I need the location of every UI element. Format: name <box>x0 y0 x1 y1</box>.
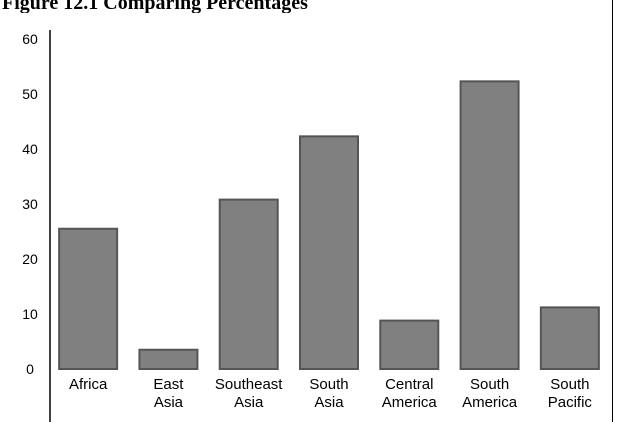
y-tick-label: 10 <box>22 306 38 322</box>
bar-south-asia <box>299 135 359 370</box>
y-tick-label: 0 <box>26 361 34 377</box>
y-tick-label: 50 <box>22 86 38 102</box>
frame-border <box>612 0 613 422</box>
y-tick-label: 30 <box>22 196 38 212</box>
category-label: South <box>309 376 348 393</box>
y-tick-label: 20 <box>22 251 38 267</box>
category-label: Asia <box>154 394 184 411</box>
category-label: Southeast <box>215 376 283 393</box>
bar-south-pacific <box>539 306 600 370</box>
category-label: Africa <box>69 376 108 393</box>
category-label: America <box>382 394 438 411</box>
bar-southeast-asia <box>218 198 279 370</box>
category-label: South <box>550 376 589 393</box>
bar-central-america <box>379 319 440 371</box>
bar-east-asia <box>138 348 199 370</box>
figure-title: Figure 12.1 Comparing Percentages <box>2 0 308 14</box>
bar-africa <box>58 227 119 370</box>
bar-south-america <box>459 80 520 370</box>
category-label: Central <box>385 376 433 393</box>
y-tick-label: 60 <box>22 31 38 47</box>
category-label: Asia <box>314 394 344 411</box>
category-label: South <box>470 376 509 393</box>
category-label: Pacific <box>548 394 593 411</box>
category-label: America <box>462 394 518 411</box>
category-label: East <box>153 376 184 393</box>
y-tick-label: 40 <box>22 141 38 157</box>
category-label: Asia <box>234 394 264 411</box>
